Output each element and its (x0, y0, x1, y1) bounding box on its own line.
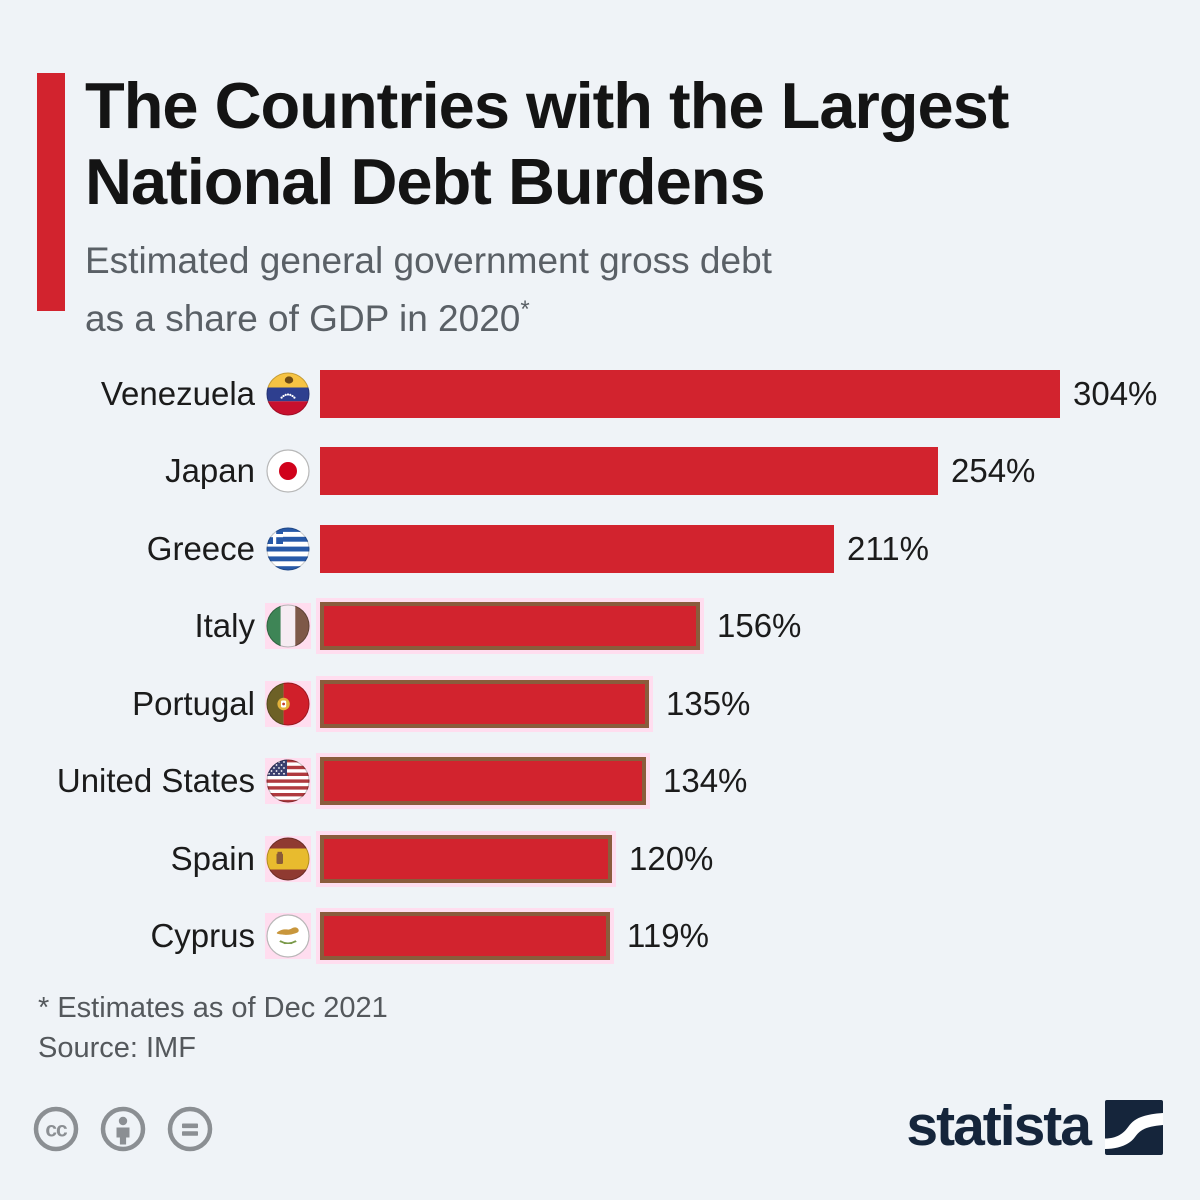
accent-bar (37, 73, 65, 311)
bar-value-label: 156% (717, 607, 802, 645)
bar-value-label: 134% (663, 762, 748, 800)
bar-chart: Venezuela 304% Japan 254% (37, 355, 1177, 975)
country-label: Portugal (132, 684, 255, 722)
bar-value-label: 120% (629, 839, 714, 877)
svg-text:cc: cc (45, 1119, 68, 1142)
bar (320, 602, 700, 651)
chart-row-cyprus: Cyprus 119% (37, 898, 1177, 976)
statista-logo-text: statista (906, 1094, 1092, 1158)
country-label: Italy (194, 607, 255, 645)
title-line1: The Countries with the Largest (85, 69, 1009, 142)
footnote-marker: * (520, 296, 530, 323)
venezuela-flag-icon (265, 371, 311, 417)
country-label: Spain (170, 839, 255, 877)
footnote: * Estimates as of Dec 2021 Source: IMF (38, 988, 388, 1068)
chart-subtitle: Estimated general government gross debt a… (85, 236, 1085, 343)
title-line2: National Debt Burdens (85, 145, 766, 218)
no-derivatives-icon (167, 1106, 213, 1152)
bar-value-label: 304% (1073, 374, 1158, 412)
chart-row-japan: Japan 254% (37, 433, 1177, 511)
statista-logo: statista (906, 1098, 1163, 1161)
country-label: Greece (146, 529, 255, 567)
bar (320, 834, 612, 883)
bar-value-label: 211% (847, 529, 929, 567)
chart-row-italy: Italy 156% (37, 588, 1177, 666)
bar (320, 679, 649, 728)
country-label: United States (56, 762, 255, 800)
footnote-source: Source: IMF (38, 1032, 196, 1064)
license-icons: cc (33, 1106, 213, 1152)
statista-logo-mark-icon (1105, 1099, 1163, 1160)
cyprus-flag-icon (265, 913, 311, 960)
country-label: Japan (165, 452, 255, 490)
country-label: Venezuela (100, 374, 255, 412)
cc-icon: cc (33, 1106, 79, 1152)
bar (320, 912, 610, 961)
footnote-estimates: * Estimates as of Dec 2021 (38, 992, 388, 1024)
chart-row-portugal: Portugal 135% (37, 665, 1177, 743)
greece-flag-icon (265, 526, 311, 572)
chart-row-spain: Spain 120% (37, 820, 1177, 898)
united-states-flag-icon (265, 758, 311, 805)
bar (320, 447, 938, 496)
bar (320, 369, 1060, 418)
chart-row-united-states: United States 134% (37, 743, 1177, 821)
japan-flag-icon (265, 448, 311, 494)
spain-flag-icon (265, 835, 311, 882)
subtitle-line2: as a share of GDP in 2020 (85, 298, 521, 339)
bar (320, 757, 646, 806)
bar (320, 524, 834, 573)
country-label: Cyprus (150, 917, 255, 955)
attribution-icon (100, 1106, 146, 1152)
bar-value-label: 254% (951, 452, 1036, 490)
chart-row-venezuela: Venezuela 304% (37, 355, 1177, 433)
chart-row-greece: Greece 211% (37, 510, 1177, 588)
bar-value-label: 119% (627, 917, 709, 955)
subtitle-line1: Estimated general government gross debt (85, 240, 772, 281)
page-title: The Countries with the Largest National D… (85, 68, 1185, 220)
italy-flag-icon (265, 603, 311, 650)
bar-value-label: 135% (666, 684, 751, 722)
portugal-flag-icon (265, 680, 311, 727)
